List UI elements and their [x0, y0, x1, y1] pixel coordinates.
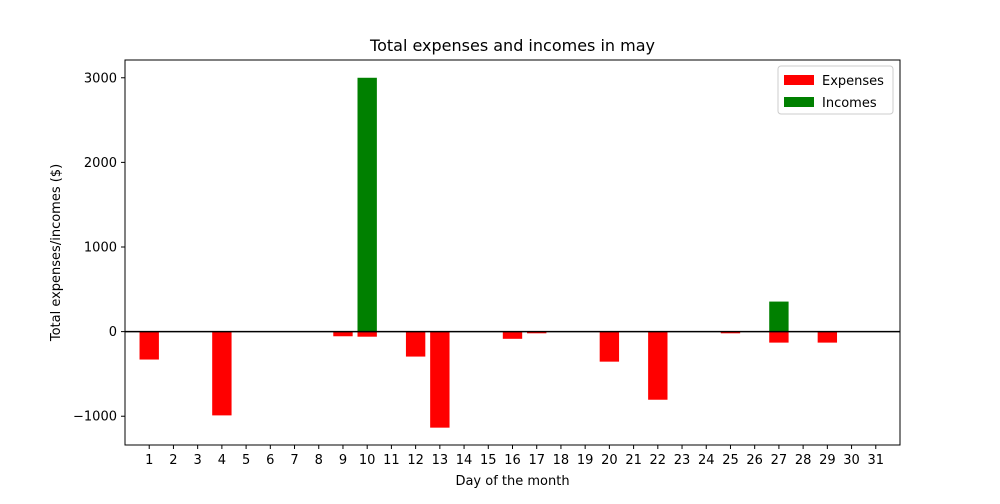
expense-bar-day-9 — [333, 331, 353, 337]
x-tick-label: 30 — [843, 453, 860, 468]
x-tick-label: 29 — [819, 453, 836, 468]
x-tick-label: 12 — [407, 453, 424, 468]
x-tick-label: 3 — [194, 453, 202, 468]
x-axis-label: Day of the month — [455, 474, 569, 489]
x-tick-label: 5 — [242, 453, 250, 468]
expense-bar-day-22 — [648, 331, 668, 400]
x-tick-label: 27 — [771, 453, 788, 468]
x-tick-label: 20 — [601, 453, 618, 468]
legend: Expenses Incomes — [777, 65, 894, 115]
expense-bar-day-17 — [527, 331, 547, 334]
x-tick-label: 19 — [577, 453, 594, 468]
x-tick-label: 11 — [383, 453, 400, 468]
legend-label: Incomes — [822, 96, 877, 111]
bars-layer — [139, 77, 838, 428]
expense-bar-day-1 — [139, 331, 159, 360]
expense-bar-day-16 — [502, 331, 523, 339]
y-tick-label: 1000 — [84, 241, 117, 256]
x-tick-label: 14 — [456, 453, 473, 468]
x-tick-label: 18 — [553, 453, 570, 468]
x-tick-label: 25 — [722, 453, 739, 468]
x-tick-label: 21 — [625, 453, 642, 468]
legend-label: Expenses — [822, 74, 884, 89]
x-tick-label: 1 — [145, 453, 153, 468]
x-tick-label: 22 — [650, 453, 667, 468]
legend-swatch — [784, 97, 814, 107]
income-bar-day-10 — [357, 77, 377, 332]
expense-bar-day-12 — [405, 331, 426, 357]
legend-swatch — [784, 75, 814, 85]
chart-title: Total expenses and incomes in may — [369, 36, 655, 55]
y-tick-label: 3000 — [84, 71, 117, 86]
y-axis-label: Total expenses/incomes ($) — [49, 164, 64, 342]
x-tick-label: 23 — [674, 453, 691, 468]
x-tick-label: 13 — [432, 453, 449, 468]
x-tick-label: 2 — [169, 453, 177, 468]
x-tick-label: 16 — [504, 453, 521, 468]
y-axis: −1000 0 1000 2000 3000 — [73, 71, 125, 425]
x-tick-label: 4 — [218, 453, 226, 468]
y-tick-label: 0 — [109, 325, 117, 340]
x-tick-label: 10 — [359, 453, 376, 468]
x-tick-label: 6 — [266, 453, 274, 468]
x-tick-label: 31 — [868, 453, 885, 468]
x-tick-label: 24 — [698, 453, 715, 468]
expense-bar-day-25 — [720, 331, 741, 334]
expense-bar-day-29 — [817, 331, 838, 343]
x-tick-label: 15 — [480, 453, 497, 468]
x-tick-label: 7 — [290, 453, 298, 468]
plot-frame — [124, 59, 901, 446]
x-axis: 1 2 3 4 5 6 7 8 9 10 11 12 13 14 15 16 17 18 19 20 21 22 23 24 2… — [145, 445, 884, 468]
x-tick-label: 28 — [795, 453, 812, 468]
expense-bar-day-27 — [769, 331, 789, 343]
x-tick-label: 9 — [339, 453, 347, 468]
y-tick-label: −1000 — [73, 410, 117, 425]
x-tick-label: 26 — [746, 453, 763, 468]
expense-bar-day-13 — [430, 331, 450, 428]
expense-bar-day-10 — [357, 331, 377, 337]
x-tick-label: 17 — [528, 453, 545, 468]
x-tick-label: 8 — [315, 453, 323, 468]
y-tick-label: 2000 — [84, 156, 117, 171]
expense-bar-day-20 — [599, 331, 620, 362]
income-bar-day-27 — [769, 301, 789, 332]
expense-bar-day-4 — [212, 331, 232, 416]
